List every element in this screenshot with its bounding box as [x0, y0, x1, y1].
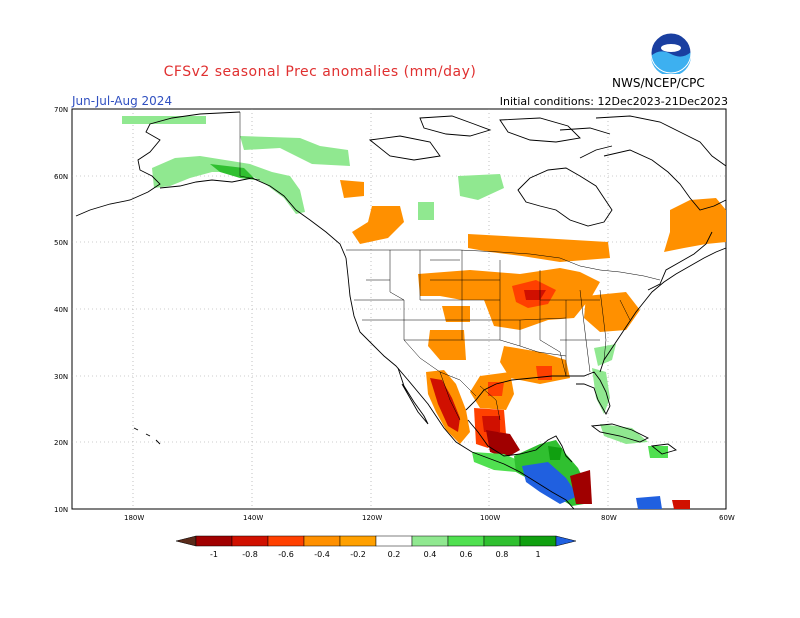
cuba	[590, 423, 650, 443]
lat-tick-20n: 20N	[54, 439, 68, 447]
lon-tick-80w: 80W	[601, 514, 617, 522]
hudson-bay	[517, 167, 613, 227]
lat-tick-10n: 10N	[54, 506, 68, 514]
initial-conditions-label: Initial conditions: 12Dec2023-21Dec2023	[499, 95, 728, 108]
lat-tick-labels: 70N 60N 50N 40N 30N 20N 10N	[54, 106, 68, 514]
colorbar-label: 0.4	[424, 550, 437, 559]
lon-tick-180w: 180W	[124, 514, 144, 522]
colorbar-label: 0.8	[496, 550, 509, 559]
west-coast	[345, 257, 575, 510]
colorbar-label: -1	[210, 550, 218, 559]
baja	[397, 367, 429, 425]
colorbar-swatch	[195, 535, 233, 547]
lon-tick-60w: 60W	[719, 514, 735, 522]
colorbar-label: -0.8	[242, 550, 258, 559]
political-borders	[239, 112, 661, 421]
colorbar-swatch	[231, 535, 269, 547]
season-label: Jun-Jul-Aug 2024	[72, 94, 173, 108]
arctic-islands	[419, 115, 492, 137]
colorbar-swatch	[447, 535, 485, 547]
colorbar-arrow-right	[555, 535, 577, 547]
colorbar-swatch	[375, 535, 413, 547]
colorbar-arrow-left	[175, 535, 197, 547]
dry-anomaly-canada	[340, 180, 364, 198]
anomaly-fields	[122, 116, 726, 509]
colorbar-label: 0.2	[388, 550, 401, 559]
lon-tick-100w: 100W	[480, 514, 500, 522]
colorbar-swatch	[483, 535, 521, 547]
lat-tick-30n: 30N	[54, 373, 68, 381]
dry-anomaly-midwest	[418, 268, 600, 330]
alaska-coast	[75, 111, 241, 217]
lat-tick-50n: 50N	[54, 239, 68, 247]
colorbar-label: -0.2	[350, 550, 366, 559]
lat-tick-60n: 60N	[54, 173, 68, 181]
colorbar-label: 0.6	[460, 550, 473, 559]
colorbar-swatch	[267, 535, 305, 547]
colorbar-swatch	[519, 535, 557, 547]
colorbar-swatch	[339, 535, 377, 547]
colorbar-swatch	[303, 535, 341, 547]
east-coast	[599, 247, 727, 373]
map-title: CFSv2 seasonal Prec anomalies (mm/day)	[163, 64, 477, 80]
agency-label: NWS/NCEP/CPC	[612, 76, 705, 90]
colorbar-label: 1	[535, 550, 540, 559]
colorbar: -1 -0.8 -0.6 -0.4 -0.2 0.2 0.4 0.6 0.8 1	[175, 535, 577, 559]
noaa-logo-icon	[650, 32, 692, 74]
coastlines	[75, 111, 727, 510]
lon-tick-140w: 140W	[243, 514, 263, 522]
colorbar-label: -0.6	[278, 550, 294, 559]
lat-tick-40n: 40N	[54, 306, 68, 314]
gulf-coast	[465, 371, 611, 415]
hawaii	[133, 427, 161, 445]
lon-tick-labels: 180W 140W 120W 100W 80W 60W	[124, 514, 735, 522]
wet-anomaly-alaska	[152, 156, 305, 214]
colorbar-swatch	[411, 535, 449, 547]
lat-tick-70n: 70N	[54, 106, 68, 114]
colorbar-label: -0.4	[314, 550, 330, 559]
lon-tick-120w: 120W	[362, 514, 382, 522]
